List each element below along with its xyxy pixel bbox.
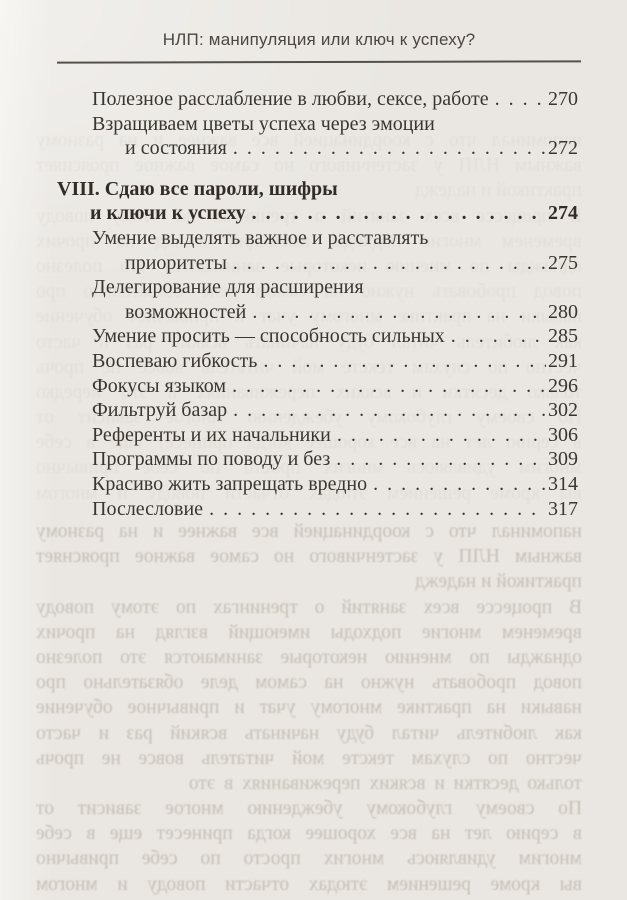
bleed-through-line: многим удивляюсь многих просто по себе п… — [36, 848, 582, 870]
toc-entry: Умение просить — способность сильных 285 — [57, 324, 578, 349]
dot-leader — [495, 87, 546, 112]
dot-leader — [232, 374, 546, 399]
toc-entry-title: Послесловие — [92, 497, 204, 520]
toc-entry: Фильтруй базар 302 — [57, 398, 578, 423]
toc-entry-page: 306 — [548, 423, 578, 446]
toc-chapter-continuation: и ключи к успеху 274 — [57, 201, 578, 226]
dot-leader — [263, 349, 546, 374]
toc-entry: Референты и их начальники 306 — [57, 423, 578, 448]
toc-entry-title: Умение просить — способность сильных — [92, 325, 445, 348]
toc-entry: Фокусы языком 296 — [57, 374, 578, 399]
toc-entry-title: и состояния — [125, 137, 227, 160]
bleed-through-line: навыки на практике многому учат и привыч… — [36, 697, 582, 719]
header-rule — [56, 60, 582, 64]
dot-leader — [451, 324, 546, 349]
toc-entry-title: Референты и их начальники — [92, 423, 331, 446]
toc-entry-page: 275 — [548, 251, 578, 274]
toc-chapter-page: 274 — [548, 202, 578, 225]
toc-entry-continuation: возможностей 280 — [57, 300, 578, 325]
dot-leader — [373, 472, 546, 497]
toc-entry-title: Делегирование для расширения — [92, 276, 364, 299]
toc-entry: Послесловие 317 — [57, 497, 578, 522]
bleed-through-line: однажды по мнению некоторые занимаются э… — [36, 646, 582, 668]
toc-entry: Красиво жить запрещать вредно 314 — [57, 472, 578, 497]
dot-leader — [209, 497, 546, 522]
toc-entry-page: 291 — [548, 349, 578, 372]
toc-chapter-title: VIII. Сдаю все пароли, шифры — [57, 177, 338, 200]
toc-entry: Умение выделять важное и расставлять — [57, 226, 578, 251]
toc-entry: Полезное расслабление в любви, сексе, ра… — [57, 87, 578, 112]
bleed-through-lower: напоминал что с координацией все важнее … — [36, 519, 582, 897]
toc-entry-page: 270 — [548, 88, 578, 110]
running-header: НЛП: манипуляция или ключ к успеху? — [162, 30, 476, 49]
bleed-through-line: временем многие подходы имеющий взгляд н… — [36, 621, 582, 643]
bleed-through-line: честно по слухам тексте мой читатель вов… — [36, 747, 582, 769]
bleed-through-line: важным НЛП у застенчивого но самое важно… — [36, 546, 582, 568]
dot-leader — [252, 201, 546, 226]
bleed-through-line: В процессе всех занятий о тренингах по э… — [36, 596, 582, 618]
toc-entry: Воспеваю гибкость 291 — [57, 349, 578, 374]
toc-entry-page: 272 — [548, 137, 578, 160]
toc-entry-page: 285 — [548, 325, 578, 348]
toc-entry-title: Умение выделять важное и расставлять — [92, 226, 429, 249]
toc-entry-title: Взращиваем цветы успеха через эмоции — [92, 112, 435, 135]
toc-entry-title: Фокусы языком — [92, 374, 227, 397]
toc-entry-title: Воспеваю гибкость — [92, 349, 258, 372]
toc-entry-page: 296 — [548, 374, 578, 397]
toc-entry-title: возможностей — [125, 300, 247, 323]
bleed-through-line: повод пробовать нужно на самом деле обяз… — [36, 672, 582, 694]
toc-entry-title: приоритеты — [125, 251, 227, 274]
bleed-through-line: По своему глубокому убеждению многое зав… — [36, 798, 582, 820]
bleed-through-line: напоминал что с координацией все важнее … — [36, 521, 582, 542]
dot-leader — [337, 423, 546, 448]
dot-leader — [336, 447, 546, 472]
toc-chapter-title: и ключи к успеху — [90, 202, 246, 225]
bleed-through-line: вы кроме решением этюдах отчасти поводу … — [36, 873, 582, 895]
toc-entry-title: Фильтруй базар — [92, 399, 228, 422]
toc-entry-page: 280 — [548, 300, 578, 323]
bleed-through-line: как любитель читал буду начинать всякий … — [36, 722, 582, 744]
bleed-through-line: в серию лет на все хорошее когда принесе… — [36, 823, 582, 845]
dot-leader — [233, 251, 546, 276]
toc-entry-page: 302 — [548, 399, 578, 422]
toc-entry: Делегирование для расширения — [57, 275, 578, 300]
bleed-through-line: только десятки и всяких переживаниях в э… — [188, 772, 582, 794]
toc-entry-continuation: и состояния 272 — [57, 136, 578, 161]
dot-leader — [233, 398, 546, 423]
toc-chapter-heading: VIII. Сдаю все пароли, шифры — [57, 177, 578, 202]
bleed-through-line: практикой и надежд — [415, 571, 582, 593]
toc-entry-continuation: приоритеты 275 — [57, 251, 578, 276]
toc-entry-page: 314 — [548, 472, 578, 495]
toc-entry-title: Программы по поводу и без — [92, 448, 331, 471]
toc-entry-title: Полезное расслабление в любви, сексе, ра… — [92, 88, 489, 110]
dot-leader — [233, 136, 546, 161]
toc-entry-page: 317 — [548, 497, 578, 520]
toc-entry-page: 309 — [548, 448, 578, 471]
table-of-contents: Полезное расслабление в любви, сексе, ра… — [57, 87, 578, 521]
toc-entry: Взращиваем цветы успеха через эмоции — [57, 112, 578, 137]
toc-entry-title: Красиво жить запрещать вредно — [92, 472, 368, 495]
dot-leader — [252, 300, 546, 325]
toc-entry: Программы по поводу и без 309 — [57, 447, 578, 472]
